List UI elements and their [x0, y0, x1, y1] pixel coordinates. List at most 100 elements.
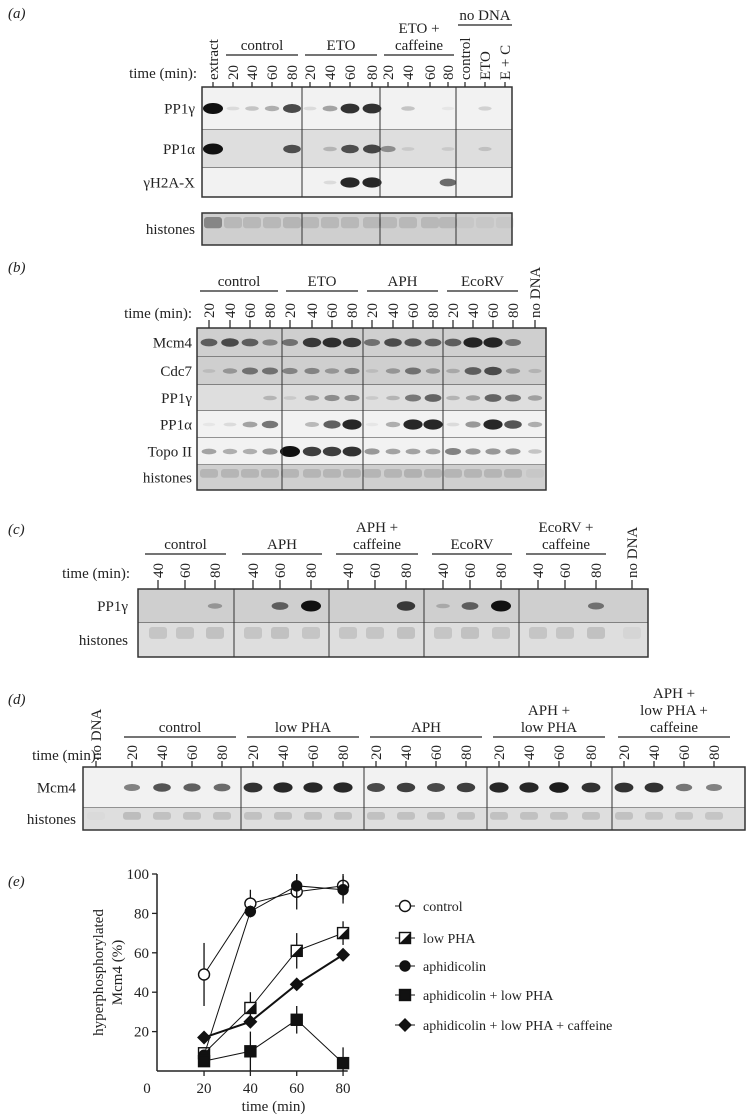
- y-tick-label: 100: [127, 867, 150, 883]
- histone-band: [550, 812, 568, 820]
- x-tick-label: 80: [336, 1081, 351, 1097]
- lane-label: 80: [208, 563, 224, 578]
- lane-label: 80: [263, 303, 279, 318]
- lane-label: 60: [552, 745, 568, 760]
- protein-band: [201, 448, 217, 455]
- histone-band: [461, 627, 479, 639]
- panel-b: (b) time (min): control ETO APH EcoRV 20 40 60 80…: [8, 260, 547, 491]
- lane-label: 40: [531, 563, 547, 578]
- protein-band: [401, 106, 415, 111]
- lane-label: 80: [506, 303, 522, 318]
- lane-label: 80: [584, 745, 600, 760]
- histone-band: [303, 469, 321, 478]
- histone-band: [204, 217, 222, 229]
- histone-band: [367, 812, 385, 820]
- protein-band: [242, 367, 258, 375]
- legend-marker: [398, 1018, 412, 1032]
- protein-band: [441, 147, 455, 151]
- lane-label: 80: [441, 65, 457, 80]
- protein-band: [425, 368, 441, 374]
- panel-label: (a): [8, 6, 26, 22]
- histone-band: [421, 217, 439, 229]
- lane-label: 40: [323, 65, 339, 80]
- data-point: [291, 880, 303, 892]
- protein-band: [223, 422, 237, 427]
- row-label: PP1γ: [161, 391, 192, 407]
- protein-band: [401, 147, 415, 151]
- data-point: [336, 926, 350, 940]
- lane-label: 20: [246, 745, 262, 760]
- lane-label: 40: [341, 563, 357, 578]
- blot-row-background: [138, 589, 648, 623]
- histone-band: [200, 469, 218, 478]
- protein-band: [425, 448, 441, 455]
- group-label: caffeine: [542, 537, 590, 553]
- protein-band: [283, 104, 301, 113]
- protein-band: [403, 419, 423, 430]
- protein-band: [675, 783, 693, 792]
- histone-band: [302, 627, 320, 639]
- lane-label: 60: [243, 303, 259, 318]
- x-tick-label: 20: [197, 1081, 212, 1097]
- data-point: [289, 977, 304, 992]
- protein-band: [283, 396, 297, 400]
- protein-band: [362, 177, 382, 188]
- protein-band: [340, 103, 360, 114]
- histone-band: [224, 217, 242, 229]
- protein-band: [124, 784, 140, 791]
- histone-band: [504, 469, 522, 478]
- protein-band: [463, 337, 483, 348]
- protein-band: [461, 602, 479, 610]
- series-1: [197, 921, 350, 1060]
- y-axis-label: Mcm4 (%): [110, 940, 126, 1005]
- histone-band: [334, 812, 352, 820]
- protein-band: [424, 394, 442, 402]
- blot-frame: [196, 327, 547, 491]
- lane-label: 20: [125, 745, 141, 760]
- protein-band: [505, 368, 521, 374]
- histone-band: [526, 469, 544, 478]
- lane-label: 80: [494, 563, 510, 578]
- lane-label: 40: [246, 563, 262, 578]
- group-label: APH: [411, 720, 441, 736]
- protein-band: [385, 448, 401, 455]
- protein-band: [405, 367, 421, 375]
- legend-label: aphidicolin: [423, 960, 486, 975]
- protein-band: [485, 448, 501, 455]
- lane-label: 60: [273, 563, 289, 578]
- data-point: [336, 947, 351, 962]
- row-label: histones: [27, 812, 76, 828]
- data-point: [244, 1001, 257, 1015]
- protein-band: [505, 339, 521, 346]
- protein-band: [333, 782, 353, 793]
- lane-label: 20: [303, 65, 319, 80]
- lane-label: 60: [185, 745, 201, 760]
- group-label: APH +: [653, 686, 695, 702]
- protein-band: [262, 339, 278, 346]
- lane-label: 60: [406, 303, 422, 318]
- marker-fill: [337, 927, 349, 939]
- blot-row-background: [138, 623, 648, 657]
- protein-band: [505, 394, 521, 402]
- lane-label: 20: [446, 303, 462, 318]
- histone-band: [153, 812, 171, 820]
- protein-band: [323, 146, 337, 152]
- protein-band: [222, 368, 238, 374]
- histone-band: [582, 812, 600, 820]
- protein-band: [153, 783, 171, 792]
- lane-label: 60: [306, 745, 322, 760]
- protein-band: [527, 421, 543, 428]
- histone-band: [705, 812, 723, 820]
- protein-band: [263, 395, 277, 401]
- protein-band: [588, 602, 604, 610]
- data-point: [197, 968, 211, 981]
- histone-band: [399, 217, 417, 229]
- protein-band: [202, 369, 216, 373]
- lane-label: 80: [345, 303, 361, 318]
- lane-label: 20: [492, 745, 508, 760]
- protein-band: [446, 422, 460, 427]
- protein-band: [207, 603, 223, 609]
- group-label: ETO +: [398, 21, 439, 37]
